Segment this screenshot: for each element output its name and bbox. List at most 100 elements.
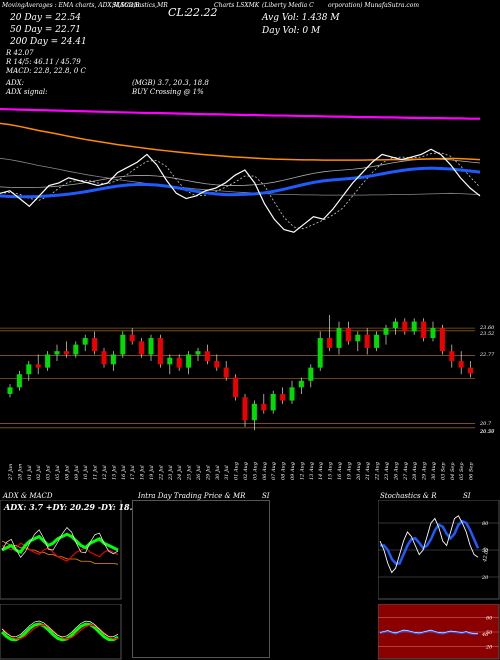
price-level-label: 20.70: [480, 428, 495, 435]
stoch-tick-label: 80: [482, 521, 489, 527]
date-label: 31 Jul: [224, 465, 230, 480]
date-label: 04 Sep: [450, 462, 456, 480]
date-label: 30 Jul: [215, 465, 221, 480]
date-label: 22 Jul: [158, 465, 164, 481]
candle-body: [92, 338, 98, 352]
stoch-k-line: [379, 515, 479, 574]
candle-body: [430, 328, 436, 339]
intraday-title-si: SI: [262, 492, 270, 500]
candle-body: [35, 364, 41, 368]
date-label: 25 Jul: [187, 465, 193, 481]
date-label: 05 Sep: [459, 462, 465, 480]
close-value: 22.22: [186, 6, 218, 19]
stoch-tick-label: 50: [482, 548, 489, 554]
date-label: 08 Jul: [64, 465, 70, 480]
candle-body: [251, 403, 257, 421]
candle-body: [439, 328, 445, 352]
date-label: 10 Jul: [83, 465, 89, 480]
date-label: 26 Jul: [196, 465, 202, 481]
candle-body: [63, 351, 69, 355]
macd-chart: [0, 604, 122, 660]
candle-body: [54, 351, 60, 355]
price-chart: 27 Jun 28 Jun 01 Jul 02 Jul 03 Jul 05 Jul 08 J…: [0, 315, 475, 481]
candle-body: [16, 374, 22, 388]
stochastics-chart: 80 50 20 42.07: [378, 500, 500, 600]
rsi-tick-label: 20: [485, 644, 493, 650]
rsi-tick-label: 80: [486, 616, 493, 622]
macd-line: [0, 622, 119, 642]
candle-body: [449, 351, 455, 362]
date-label: 27 Aug: [403, 462, 409, 481]
rsi-value-label: 46: [481, 632, 489, 638]
date-label: 11 Jul: [93, 465, 99, 480]
date-label: 06 Aug: [262, 462, 268, 480]
candle-body: [392, 321, 398, 329]
price-level-label: 23.52: [480, 330, 495, 337]
adx-text: ADX:: [6, 79, 25, 87]
date-label: 09 Jul: [74, 465, 80, 480]
candle-body: [364, 334, 370, 348]
date-label: 05 Jul: [55, 465, 61, 480]
ma50-label: 50 Day = 22.71: [10, 25, 82, 35]
ema-envelope-upper: [0, 157, 481, 196]
candle-body: [317, 338, 323, 368]
date-label: 05 Aug: [252, 462, 258, 480]
candle-body: [383, 328, 389, 335]
candle-body: [411, 321, 417, 332]
date-label: 27 Jun: [8, 464, 14, 481]
stoch-panel-title: Stochastics & R: [380, 492, 437, 500]
date-label: 01 Jul: [27, 465, 33, 480]
date-label: 17 Jul: [130, 465, 136, 480]
date-label: 03 Jul: [46, 465, 52, 480]
stoch-tick-label: 20: [481, 575, 489, 581]
candle-body: [176, 357, 182, 368]
candle-body: [7, 387, 13, 394]
candle-body: [139, 341, 145, 355]
candle-body: [73, 344, 79, 355]
candle-body: [82, 338, 88, 345]
date-label: 15 Jul: [111, 465, 117, 480]
rsi-text: R 42.07: [6, 49, 34, 57]
candle-body: [233, 377, 239, 398]
header-site: orporation) MunafaSutra.com: [328, 2, 420, 9]
adx-signal-value: BUY Crossing @ 1%: [132, 88, 204, 96]
macd-white-line: [1, 620, 119, 638]
header-indicators: SI,Stochastics,MR: [112, 2, 168, 9]
candle-body: [421, 321, 427, 339]
candle-body: [101, 351, 107, 365]
candle-body: [345, 328, 351, 342]
candle-body: [120, 334, 126, 355]
candle-body: [129, 334, 135, 342]
date-label: 02 Jul: [36, 465, 42, 480]
candle-body: [336, 328, 342, 348]
intraday-title: Intra Day Trading Price & MR: [138, 492, 246, 500]
date-label: 29 Aug: [422, 462, 428, 481]
stoch-value-label: 42.07: [482, 546, 491, 563]
date-label: 29 Jul: [205, 465, 211, 481]
date-label: 12 Aug: [299, 462, 305, 480]
candle-body: [280, 393, 286, 401]
date-label: 23 Jul: [168, 465, 174, 481]
candle-body: [374, 334, 380, 348]
date-label: 21 Aug: [365, 462, 371, 481]
adx-panel-label: ADX: 3.7 +DY: 20.29 -DY: 18.84: [4, 502, 144, 512]
header-company: (Liberty Media C: [262, 2, 314, 9]
date-label: 16 Jul: [121, 465, 127, 480]
header-title: MovingAverages : EMA charts, ADX,MACD,B: [2, 2, 140, 9]
candle-body: [298, 380, 304, 388]
ema200-line: [0, 107, 480, 120]
date-label: 02 Aug: [243, 462, 249, 480]
date-label: 01 Aug: [234, 462, 240, 480]
adx-line: [1, 540, 119, 565]
rsi-frame: [378, 604, 500, 660]
candle-body: [214, 361, 220, 368]
candle-body: [45, 354, 51, 368]
header-chart-symbol: Charts LSXMK: [214, 2, 260, 9]
rsi-chart: 80 50 20 46: [378, 604, 500, 660]
adx-panel-title: ADX & MACD: [3, 492, 53, 500]
date-label: 12 Jul: [102, 465, 108, 480]
price-level-label: 22.77: [480, 352, 495, 359]
date-label: 26 Aug: [393, 462, 399, 481]
adx-values: (MGB) 3.7, 20.3, 18.8: [132, 79, 209, 87]
candle-body: [308, 367, 314, 381]
